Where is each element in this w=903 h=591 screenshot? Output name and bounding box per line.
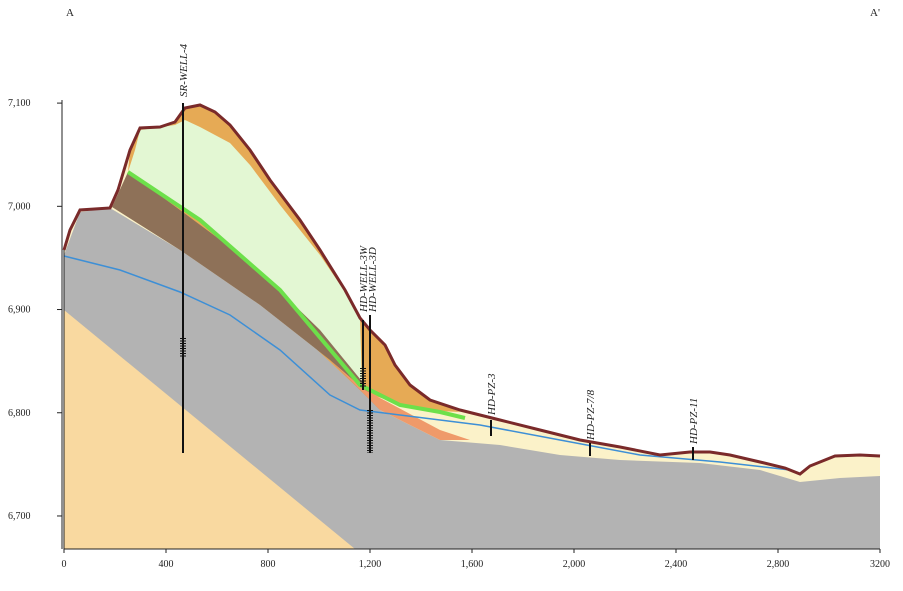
- x-tick-label: 400: [159, 559, 174, 570]
- well-label: HD-PZ-11: [688, 398, 700, 445]
- y-tick-label: 6,800: [8, 408, 31, 419]
- cross-section: SR-WELL-4 HD-WELL-3W HD-WELL-3D HD-PZ-3 …: [0, 0, 903, 591]
- x-tick-label: 1,600: [461, 559, 484, 570]
- well-label: HD-WELL-3D: [367, 247, 379, 313]
- section-end: A': [870, 7, 880, 19]
- x-tick-label: 3200: [870, 559, 890, 570]
- well-label: SR-WELL-4: [178, 43, 190, 97]
- x-tick-label: 800: [261, 559, 276, 570]
- y-tick-label: 6,700: [8, 511, 31, 522]
- x-tick-label: 2,800: [767, 559, 790, 570]
- well-label: HD-PZ-7/8: [585, 389, 597, 441]
- x-tick-label: 2,000: [563, 559, 586, 570]
- y-tick-label: 7,000: [8, 201, 31, 212]
- x-tick-label: 0: [62, 559, 67, 570]
- x-tick-label: 1,200: [359, 559, 382, 570]
- section-start: A: [66, 7, 74, 19]
- y-tick-label: 6,900: [8, 305, 31, 316]
- y-tick-label: 7,100: [8, 98, 31, 109]
- geology: [64, 105, 880, 549]
- well-label: HD-PZ-3: [486, 373, 498, 416]
- x-tick-label: 2,400: [665, 559, 688, 570]
